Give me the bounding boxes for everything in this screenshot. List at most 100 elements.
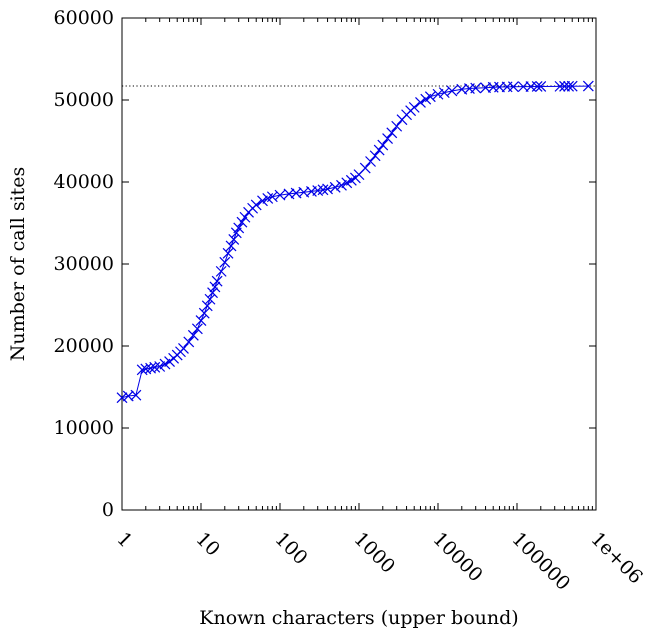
x-tick-label: 1e+06 [586,528,646,588]
data-point [317,184,329,196]
data-point-stroke [290,187,302,199]
data-point [531,81,543,92]
data-point [359,162,371,174]
data-point-stroke [535,81,547,92]
x-tick-label: 1000 [349,528,399,578]
data-point [415,97,426,108]
data-point [432,88,444,100]
data-point-stroke [211,275,223,287]
data-point-stroke [373,144,385,156]
x-tick-label: 10 [191,528,224,561]
data-point-stroke [274,189,286,201]
data-point [438,87,450,99]
data-point [274,189,286,201]
data-point-stroke [382,133,394,144]
data-point-stroke [116,392,128,404]
data-point-stroke [191,323,203,335]
data-point [178,343,189,354]
data-point [582,80,594,92]
data-point-stroke [359,162,371,174]
axes [121,17,597,511]
data-point-stroke [209,281,221,293]
data-point [470,82,482,94]
data-point [116,392,128,404]
data-point-stroke [322,183,333,195]
data-point-stroke [582,80,594,92]
data-point-stroke [266,191,278,203]
data-point [365,156,376,167]
y-tick-label: 20000 [54,335,114,357]
y-tick-label: 50000 [54,89,114,111]
data-point-stroke [122,390,134,402]
data-point-stroke [480,82,491,94]
data-point-stroke [178,343,189,354]
data-point [424,91,436,103]
data-point-stroke [563,80,575,92]
data-point-stroke [329,181,341,193]
data-point [250,199,262,211]
data-point-stroke [336,179,347,191]
data-point-stroke [369,150,381,162]
data-point [201,300,213,312]
x-tick-label: 1 [112,528,136,552]
data-point-stroke [432,88,444,100]
data-point-stroke [130,389,142,401]
data-point-stroke [250,199,262,211]
plot-frame [121,17,597,511]
data-point-stroke [187,329,199,341]
data-point [236,216,248,228]
data-point-stroke [566,80,578,92]
data-point [257,195,268,207]
data-point-stroke [559,80,570,92]
series-layer [116,80,594,404]
data-point-stroke [517,81,529,93]
data-point-stroke [554,80,566,92]
data-point [149,361,161,373]
data-point-stroke [183,336,195,348]
data-point [386,127,398,139]
data-point-stroke [365,156,376,167]
labels: 0 10000 20000 30000 40000 50000 60000 1 10 100 100… [7,7,647,629]
data-point [225,240,237,252]
data-point-stroke [298,186,310,198]
data-point [408,101,420,113]
data-point-stroke [154,361,166,372]
data-point-stroke [507,81,519,93]
x-tick-label: 100000 [507,528,574,595]
data-point-stroke [145,362,157,374]
data-point-stroke [377,139,389,151]
data-point [369,150,381,162]
data-point-stroke [386,127,398,139]
data-point-stroke [391,120,403,132]
data-point [204,293,216,305]
data-point [211,275,223,287]
data-point [373,144,385,156]
data-point-stroke [438,87,450,99]
data-point [140,363,152,375]
data-point [136,364,148,376]
y-tick-label: 0 [102,499,114,521]
data-point-stroke [283,188,295,200]
y-tick-label: 10000 [54,417,114,439]
data-point [377,139,389,151]
data-point-stroke [408,101,420,113]
y-axis-label: Number of call sites [7,167,29,362]
y-tick-label: 30000 [54,253,114,275]
data-point [507,81,519,93]
data-point [222,247,234,259]
data-point [239,211,251,223]
series-line [121,85,589,399]
data-point-stroke [195,315,207,327]
data-point [195,315,207,327]
data-point [559,80,570,92]
data-point [198,307,210,319]
data-point [219,256,231,268]
y-tick-label: 40000 [54,171,114,193]
data-point-stroke [136,364,148,376]
data-point-stroke [239,211,251,223]
data-point-stroke [415,97,426,108]
data-point-stroke [222,247,234,259]
data-point [336,179,347,191]
y-tick-label: 60000 [54,7,114,29]
